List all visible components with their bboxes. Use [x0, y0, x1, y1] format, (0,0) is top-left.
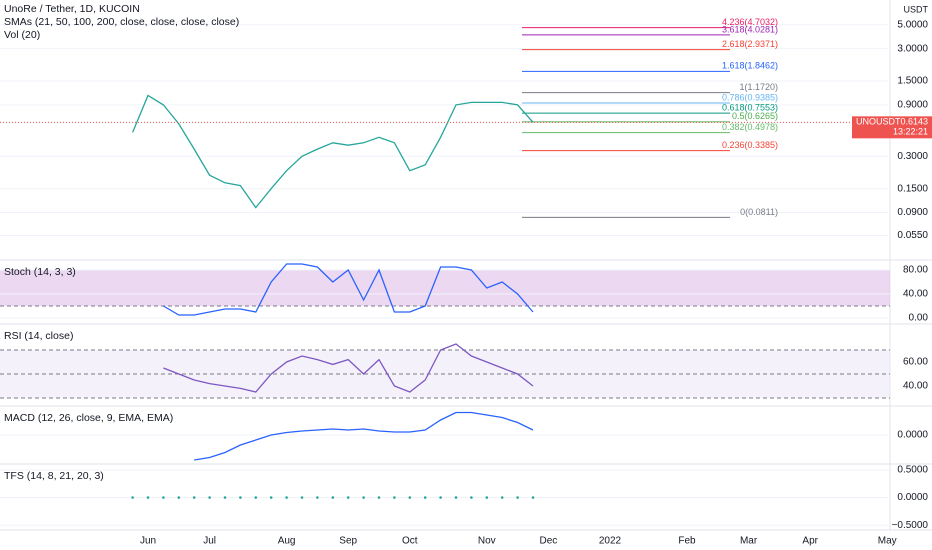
panel-title: UnoRe / Tether, 1D, KUCOIN: [4, 3, 140, 15]
series-dot: [500, 496, 504, 499]
x-tick-label: Mar: [740, 536, 758, 547]
series-dot: [131, 496, 134, 499]
series-line: [132, 94, 534, 209]
series-dot: [239, 496, 242, 499]
x-tick-label: Jun: [140, 536, 156, 547]
panel-title: TFS (14, 8, 21, 20, 3): [4, 470, 104, 482]
series-dot: [423, 496, 427, 499]
series-dot: [208, 496, 211, 499]
y-tick-label: 5.0000: [897, 19, 928, 30]
y-tick-label: 0.5000: [897, 465, 928, 476]
x-tick-label: Oct: [402, 536, 418, 547]
y-tick-label: −0.5000: [892, 520, 929, 531]
fib-label: 0.382(0.4978): [722, 122, 778, 132]
series-dot: [223, 496, 227, 499]
panel-title: RSI (14, close): [4, 330, 73, 342]
y-tick-label: 0.9000: [897, 100, 928, 111]
y-tick-label: 0.0000: [897, 492, 928, 503]
series-dot: [454, 496, 458, 499]
axis-unit: USDT: [904, 4, 929, 14]
series-dot: [285, 496, 288, 499]
y-tick-label: 0.00: [909, 313, 929, 324]
x-tick-label: Feb: [678, 536, 696, 547]
fib-label: 2.618(2.9371): [722, 39, 778, 49]
series-dot: [331, 496, 335, 499]
countdown-label: 13:22:21: [893, 127, 928, 137]
series-dot: [162, 496, 165, 499]
y-tick-label: 40.00: [903, 289, 928, 300]
x-tick-label: Nov: [478, 536, 496, 547]
fib-label: 3.618(4.0281): [722, 24, 778, 34]
series-line: [163, 343, 534, 393]
series-dot: [300, 496, 304, 499]
y-tick-label: 0.1500: [897, 183, 928, 194]
series-dot: [269, 496, 273, 499]
x-tick-label: Aug: [278, 536, 296, 547]
series-dot: [177, 496, 181, 499]
y-tick-label: 0.0000: [897, 430, 928, 441]
fib-label: 0.5(0.6265): [732, 111, 778, 121]
x-tick-label: Sep: [339, 536, 357, 547]
y-tick-label: 0.0550: [897, 230, 928, 241]
series-dot: [393, 496, 396, 499]
fib-label: 0.236(0.3385): [722, 140, 778, 150]
indicator-label: SMAs (21, 50, 100, 200, close, close, cl…: [4, 16, 239, 28]
price-tag: [852, 116, 932, 139]
fib-label: 1.618(1.8462): [722, 61, 778, 71]
series-dot: [377, 496, 381, 499]
y-tick-label: 0.0900: [897, 207, 928, 218]
panel-title: Stoch (14, 3, 3): [4, 266, 76, 278]
series-dot: [362, 496, 365, 499]
series-dot: [470, 496, 473, 499]
series-dot: [192, 496, 196, 499]
series-dot: [254, 496, 258, 499]
series-dot: [485, 496, 489, 499]
y-tick-label: 80.00: [903, 265, 928, 276]
fib-label: 0(0.0811): [740, 207, 778, 217]
series-line: [194, 411, 534, 461]
series-dot: [316, 496, 319, 499]
symbol-label: UNOUSDT: [856, 117, 901, 127]
series-dot: [408, 496, 412, 499]
series-dot: [146, 496, 150, 499]
series-dot: [516, 496, 519, 499]
fib-label: 0.618(0.7553): [722, 102, 778, 112]
x-tick-label: Apr: [802, 536, 818, 547]
fib-label: 4.236(4.7032): [722, 17, 778, 27]
x-tick-label: 2022: [599, 536, 622, 547]
y-tick-label: 0.3000: [897, 151, 928, 162]
fib-label: 0.786(0.9385): [722, 92, 778, 102]
x-tick-label: Dec: [540, 536, 558, 547]
price-label: 0.6143: [900, 117, 928, 127]
band-fill: [0, 269, 890, 306]
series-dot: [439, 496, 442, 499]
indicator-label: Vol (20): [4, 29, 40, 41]
panel-title: MACD (12, 26, close, 9, EMA, EMA): [4, 412, 173, 424]
y-tick-label: 40.00: [903, 381, 928, 392]
series-dot: [346, 496, 350, 499]
y-tick-label: 60.00: [903, 357, 928, 368]
y-tick-label: 1.5000: [897, 76, 928, 87]
y-tick-label: 3.0000: [897, 43, 928, 54]
x-tick-label: Jul: [203, 536, 216, 547]
series-line: [163, 263, 534, 316]
series-dot: [531, 496, 535, 499]
x-tick-label: May: [878, 536, 897, 547]
fib-label: 1(1.1720): [739, 82, 778, 92]
